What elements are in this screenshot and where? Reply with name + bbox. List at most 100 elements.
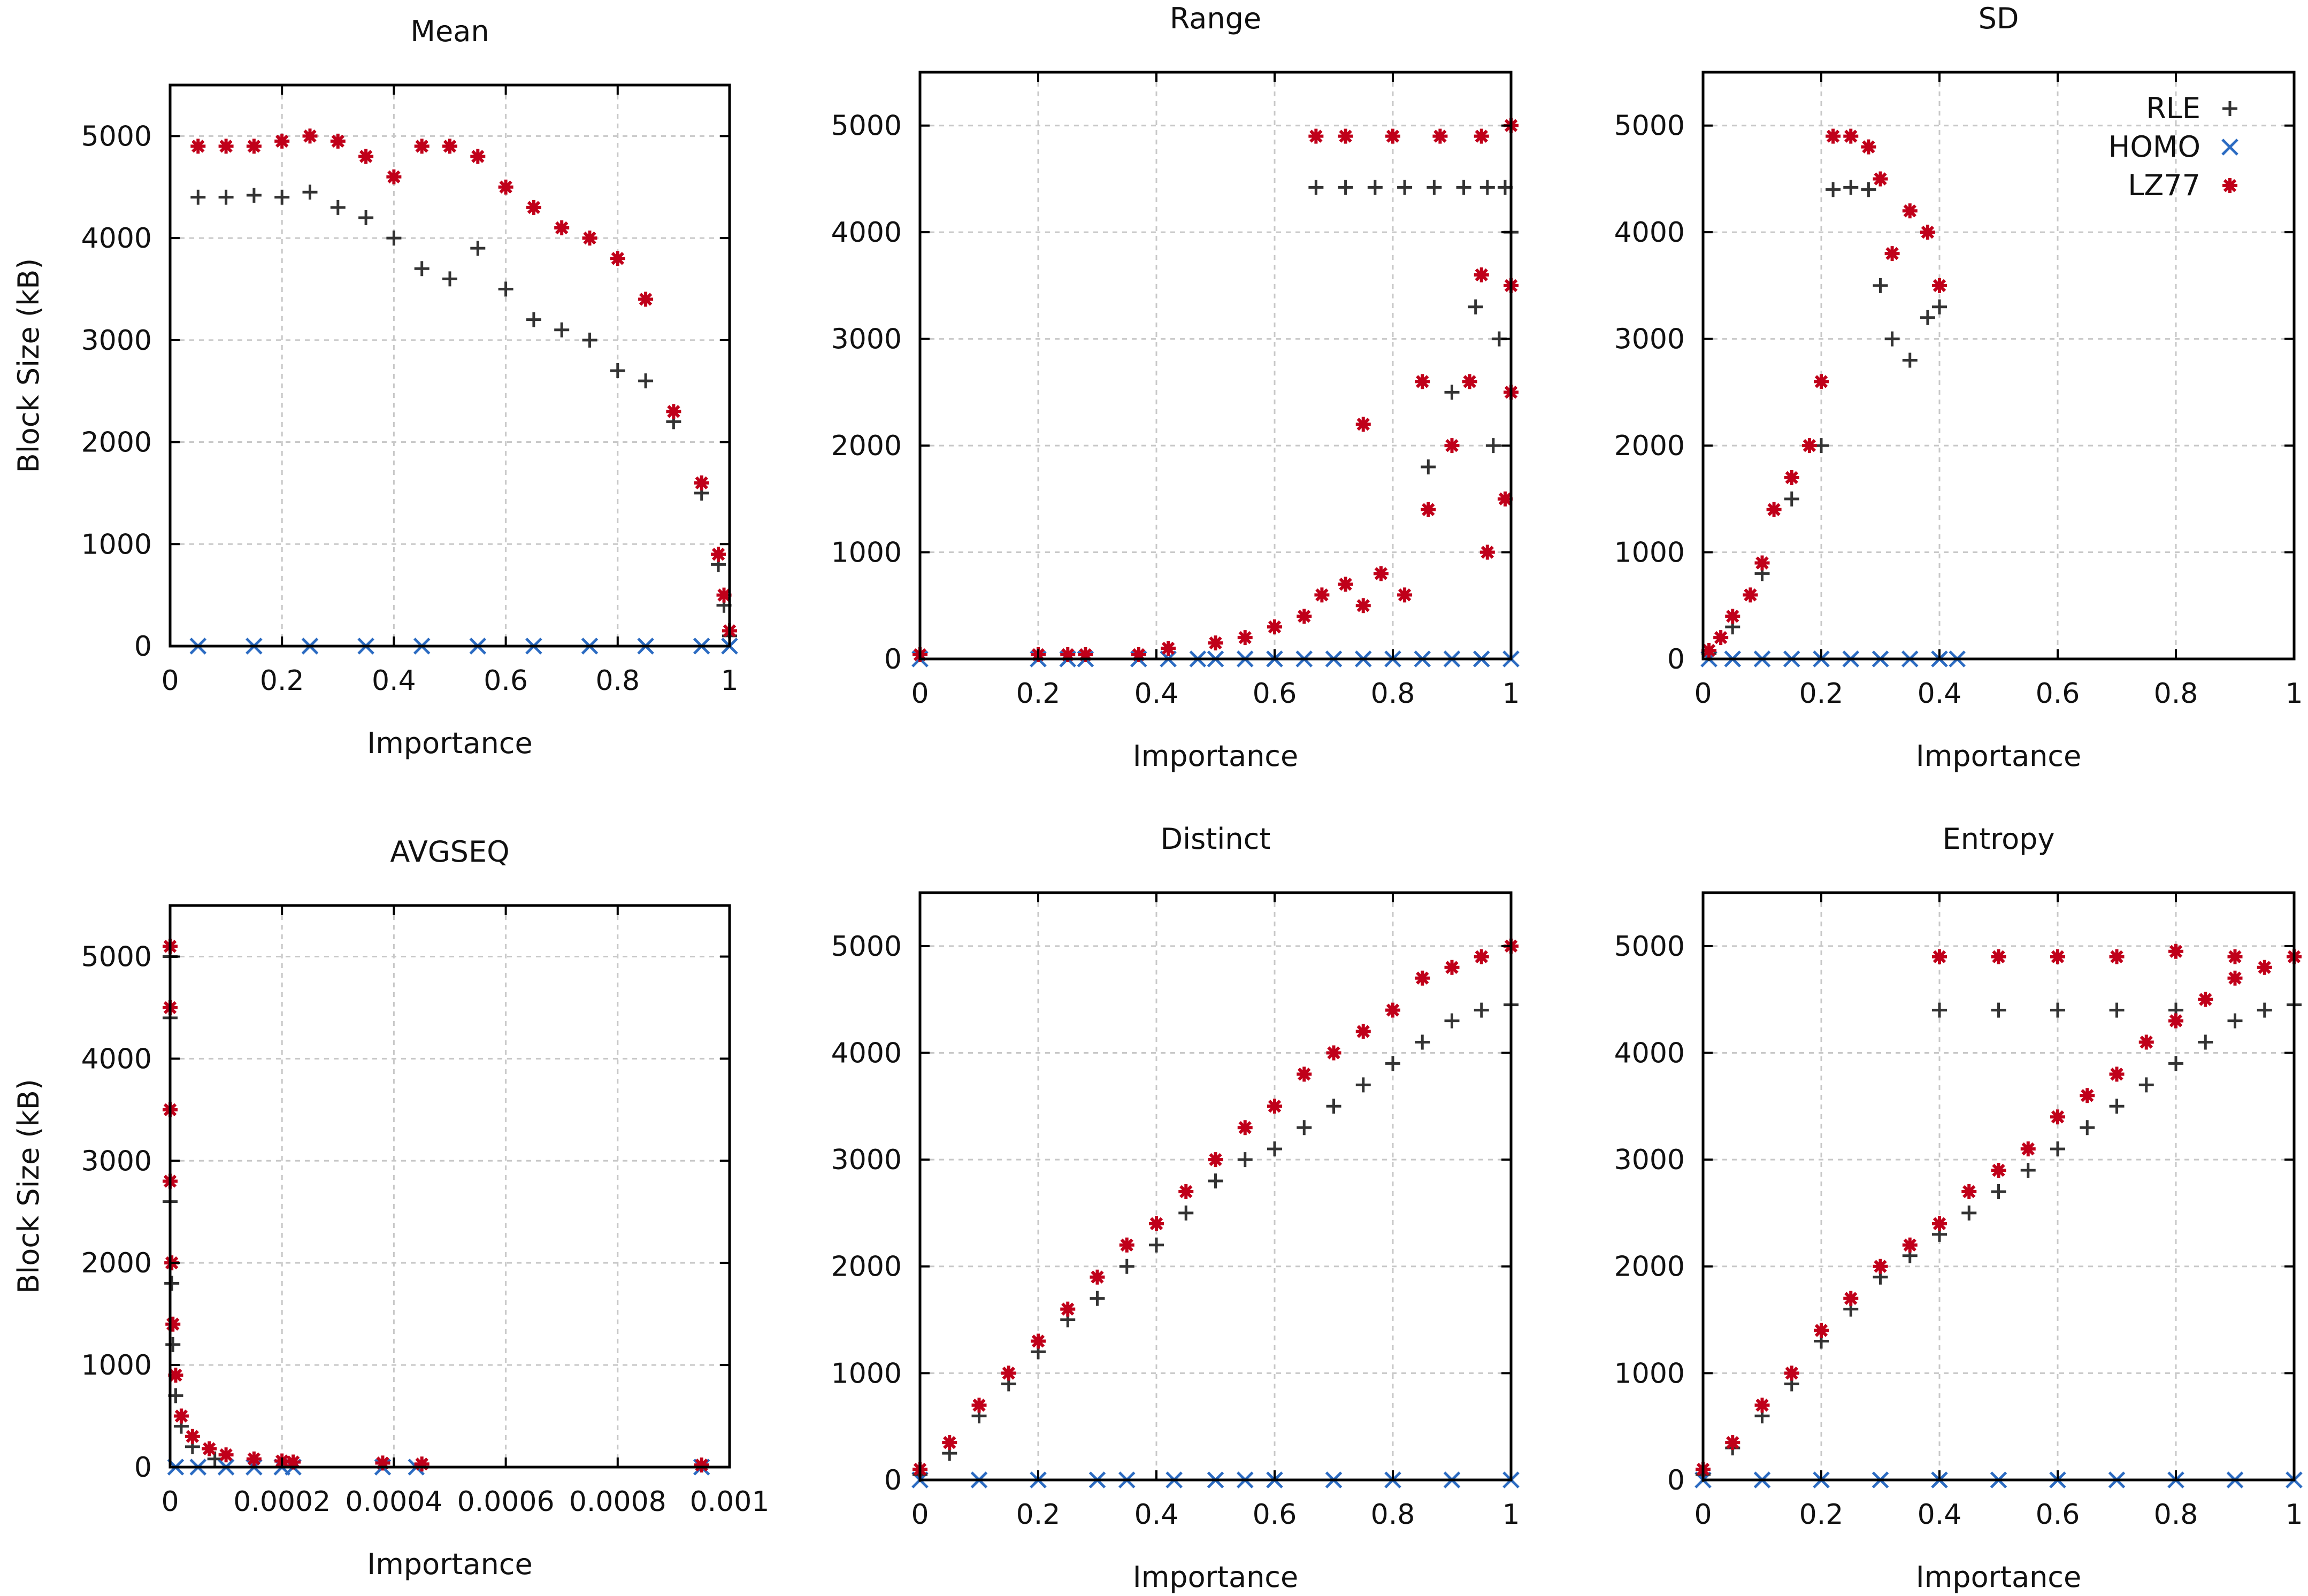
data-point-lz77 — [2168, 1013, 2183, 1029]
plot-frame — [918, 71, 1513, 661]
y-tick-label: 2000 — [81, 427, 152, 459]
y-tick-label: 1000 — [831, 537, 902, 569]
data-point-lz77 — [246, 1451, 262, 1467]
data-point-lz77 — [1474, 128, 1489, 144]
x-tick-label: 0.4 — [1918, 678, 1962, 710]
data-point-rle — [1826, 182, 1841, 197]
data-point-rle — [1861, 182, 1876, 197]
x-tick-label: 0 — [161, 665, 179, 697]
y-tick-label: 3000 — [81, 1145, 152, 1177]
data-point-rle — [1902, 352, 1918, 368]
data-point-lz77 — [1060, 1301, 1076, 1317]
data-point-lz77 — [1932, 278, 1947, 293]
data-point-lz77 — [610, 251, 625, 266]
x-tick-label: 0 — [911, 678, 929, 710]
data-point-lz77 — [246, 139, 262, 154]
data-point-lz77 — [1338, 577, 1353, 592]
y-tick-label: 5000 — [81, 120, 152, 152]
data-point-lz77 — [470, 149, 486, 164]
data-point-rle — [1149, 1237, 1164, 1253]
x-tick-label: 1 — [2285, 1499, 2303, 1531]
legend-marker-rle — [2222, 101, 2237, 116]
data-point-rle — [1397, 180, 1413, 195]
data-point-lz77 — [1743, 587, 1758, 603]
data-point-rle — [1444, 1013, 1460, 1029]
data-point-rle — [165, 1337, 181, 1352]
data-point-rle — [1991, 1184, 2006, 1199]
x-tick-label: 0.0004 — [345, 1486, 442, 1518]
data-point-lz77 — [1415, 970, 1430, 986]
y-tick-label: 0 — [134, 1452, 152, 1484]
data-point-rle — [554, 322, 570, 337]
y-tick-label: 0 — [1667, 1464, 1685, 1497]
x-axis-title: Importance — [1133, 1560, 1298, 1594]
y-tick-label: 1000 — [1614, 1357, 1685, 1390]
y-tick-label: 3000 — [831, 324, 902, 356]
data-point-rle — [1237, 1152, 1253, 1168]
chart-title: AVGSEQ — [390, 835, 509, 869]
data-point-rle — [1308, 180, 1324, 195]
data-point-lz77 — [2050, 949, 2065, 964]
data-point-rle — [582, 332, 597, 348]
data-point-lz77 — [1237, 630, 1253, 646]
y-tick-label: 4000 — [1614, 1037, 1685, 1069]
x-tick-label: 0.6 — [2036, 1499, 2080, 1531]
y-tick-label: 0 — [884, 643, 902, 676]
y-tick-label: 1000 — [81, 528, 152, 561]
data-point-lz77 — [1497, 491, 1513, 507]
data-point-rle — [2050, 1002, 2065, 1018]
data-point-rle — [274, 189, 290, 205]
data-point-lz77 — [1355, 417, 1371, 432]
data-point-lz77 — [1373, 566, 1389, 581]
data-point-rle — [1267, 1141, 1282, 1157]
data-point-lz77 — [1843, 1291, 1859, 1306]
data-point-lz77 — [638, 291, 654, 307]
y-tick-label: 0 — [884, 1464, 902, 1497]
data-point-lz77 — [1131, 647, 1146, 663]
data-point-lz77 — [1961, 1184, 1977, 1199]
x-tick-label: 0.8 — [1371, 678, 1415, 710]
data-point-rle — [2198, 1034, 2213, 1050]
data-point-rle — [498, 281, 513, 297]
data-point-lz77 — [274, 133, 290, 149]
y-tick-label: 1000 — [1614, 537, 1685, 569]
data-point-rle — [358, 210, 374, 225]
data-point-lz77 — [1060, 647, 1076, 663]
data-point-lz77 — [414, 1456, 430, 1472]
data-point-lz77 — [1444, 960, 1460, 975]
data-point-rle — [1991, 1002, 2006, 1018]
data-point-lz77 — [442, 139, 457, 154]
data-point-lz77 — [1078, 647, 1093, 663]
data-point-lz77 — [1932, 1216, 1947, 1231]
data-point-lz77 — [971, 1398, 987, 1413]
legend: RLE HOMO LZ77 — [2108, 91, 2238, 202]
data-point-lz77 — [1432, 128, 1448, 144]
data-point-lz77 — [1031, 1333, 1046, 1349]
data-point-rle — [442, 271, 457, 287]
x-tick-label: 0 — [911, 1499, 929, 1531]
x-tick-label: 0.4 — [372, 665, 416, 697]
data-point-lz77 — [1902, 203, 1918, 219]
y-tick-label: 5000 — [831, 931, 902, 963]
data-point-rle — [1784, 491, 1799, 507]
data-point-rle — [1485, 438, 1501, 454]
data-point-lz77 — [2257, 960, 2272, 975]
data-point-lz77 — [218, 1447, 234, 1463]
data-point-lz77 — [1725, 609, 1740, 624]
data-point-rle — [246, 187, 262, 203]
data-point-lz77 — [1843, 128, 1859, 144]
data-point-rle — [1843, 180, 1859, 195]
data-point-rle — [2109, 1002, 2125, 1018]
plot-frame — [168, 904, 731, 1469]
data-point-rle — [1297, 1120, 1312, 1135]
data-point-lz77 — [218, 139, 234, 154]
data-point-lz77 — [666, 404, 681, 419]
data-point-lz77 — [414, 139, 430, 154]
data-point-lz77 — [358, 149, 374, 164]
data-point-lz77 — [1932, 949, 1947, 964]
data-point-lz77 — [1119, 1237, 1134, 1253]
data-point-rle — [1444, 385, 1460, 400]
y-tick-label: 5000 — [1614, 110, 1685, 142]
plot-frame — [1701, 891, 2296, 1482]
data-point-rle — [2020, 1163, 2036, 1178]
